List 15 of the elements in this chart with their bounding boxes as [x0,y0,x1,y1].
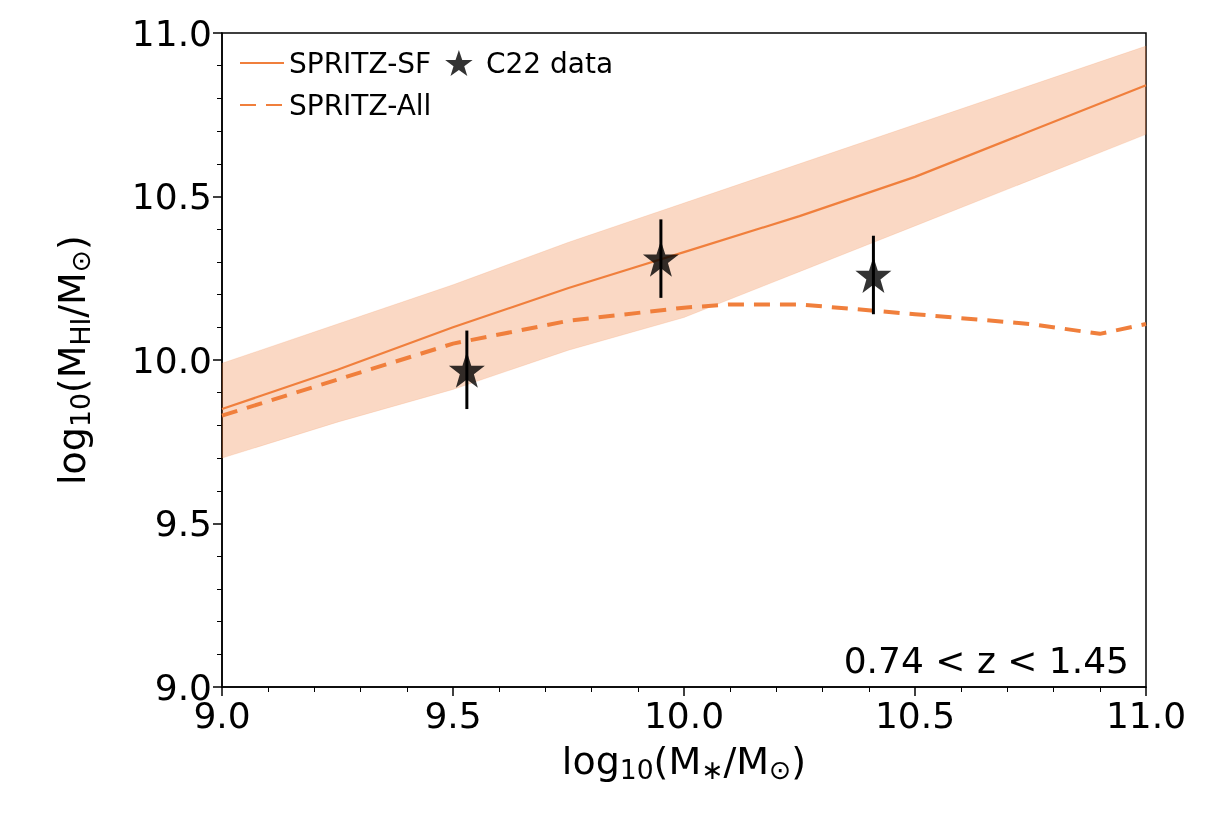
y-tick-label: 9.5 [154,503,212,544]
x-tick-label: 10.0 [643,694,725,736]
x-tick-label: 10.5 [874,694,956,736]
annotation: 0.74 < z < 1.45 [843,639,1129,681]
line-series [220,84,1148,411]
y-axis-title: log10(MHI/M⊙) [49,235,96,485]
y-tick-label: 10.5 [131,176,212,217]
legend-label: SPRITZ-All [289,88,432,122]
legend-label: C22 data [485,46,614,80]
y-tick-label: 10.0 [131,339,212,381]
line-series [220,302,1148,418]
x-tick-label: 9.5 [424,694,482,736]
legend-label: SPRITZ-SF [289,46,432,80]
x-tick-label: 11.0 [1105,694,1187,736]
y-tick-label: 11.0 [131,12,212,54]
